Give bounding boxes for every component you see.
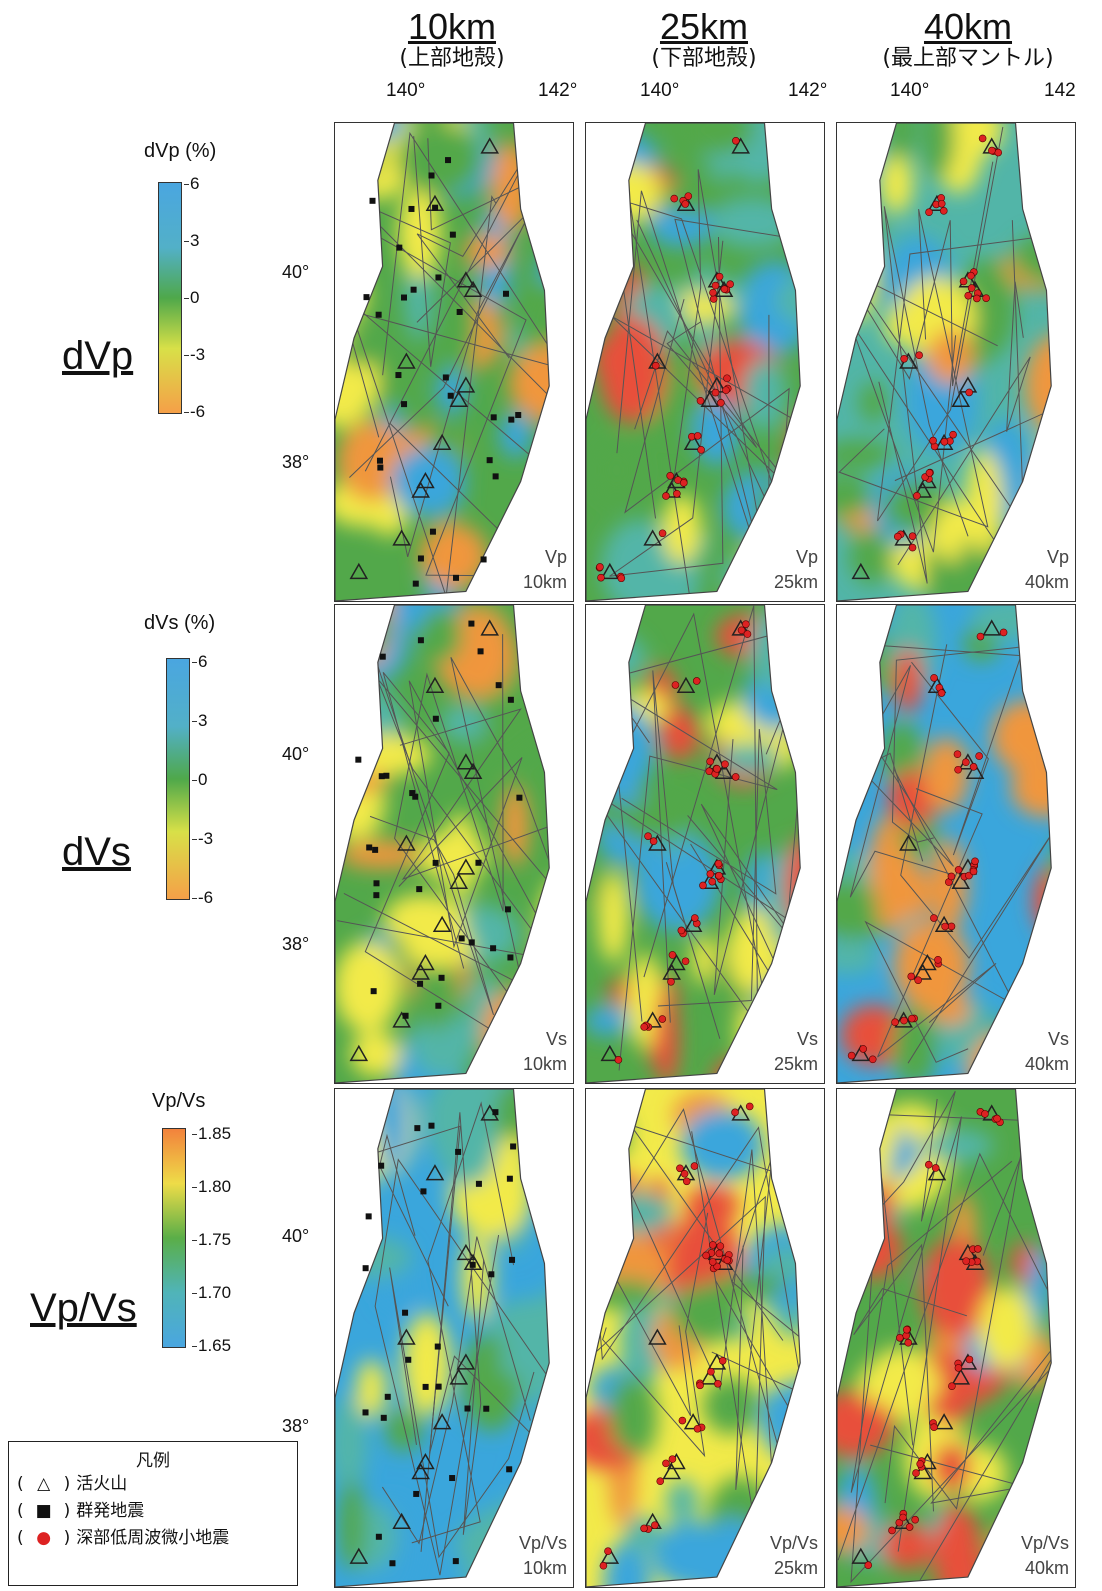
lon-label: 140° bbox=[640, 80, 680, 101]
map-image bbox=[335, 123, 550, 601]
colorbar-dvs bbox=[166, 658, 190, 900]
lon-label: 142 bbox=[1044, 80, 1076, 101]
legend-item-volcano: (△) 活火山 bbox=[9, 1471, 297, 1498]
legend-label: 群発地震 bbox=[76, 1501, 145, 1521]
panel-label: Vs 40km bbox=[1024, 1029, 1069, 1074]
colorbar-tick: -3 bbox=[183, 345, 206, 364]
colorbar-tick: 1.85 bbox=[191, 1124, 232, 1143]
panel-label: Vp 10km bbox=[522, 547, 567, 592]
colorbar-tick: 1.65 bbox=[191, 1336, 232, 1355]
layer-label: (下部地殻) bbox=[651, 46, 757, 71]
legend-item-swarm: (■) 群発地震 bbox=[9, 1498, 297, 1525]
legend-label: 活火山 bbox=[76, 1474, 128, 1494]
colorbar-tick: 1.70 bbox=[191, 1283, 232, 1302]
lat-label: 40° bbox=[282, 1226, 310, 1246]
layer-label: (上部地殻) bbox=[399, 46, 505, 71]
colorbar-tick: 3 bbox=[183, 231, 200, 250]
map-image bbox=[586, 605, 801, 1083]
row-label-vpvs: Vp/Vs bbox=[30, 1286, 137, 1330]
depth-label: 25km bbox=[659, 6, 749, 47]
column-title-10km: 10km (上部地殻) bbox=[352, 8, 552, 72]
colorbar-title-dvp: dVp (%) bbox=[144, 140, 217, 162]
legend-title: 凡例 bbox=[136, 1451, 170, 1471]
lon-label: 142° bbox=[788, 80, 828, 101]
panel-label: Vp 40km bbox=[1024, 547, 1069, 592]
lon-label: 140° bbox=[386, 80, 426, 101]
colorbar-title-dvs: dVs (%) bbox=[144, 612, 216, 634]
depth-label: 40km bbox=[923, 6, 1013, 47]
layer-label: (最上部マントル) bbox=[882, 46, 1054, 71]
colorbar-tick: 0 bbox=[183, 288, 200, 307]
red-circle-icon: ● bbox=[36, 1528, 52, 1548]
row-label-dvs: dVs bbox=[62, 830, 131, 874]
colorbar-vpvs bbox=[162, 1128, 186, 1348]
depth-label: 10km bbox=[407, 6, 497, 47]
column-title-25km: 25km (下部地殻) bbox=[604, 8, 804, 72]
map-image bbox=[837, 123, 1052, 601]
map-panel: Vp 25km bbox=[585, 122, 825, 602]
map-panel: Vs 25km bbox=[585, 604, 825, 1084]
colorbar-tick: 3 bbox=[191, 711, 208, 730]
legend-item-lfe: (●) 深部低周波微小地震 bbox=[9, 1525, 297, 1552]
colorbar-title-vpvs: Vp/Vs bbox=[152, 1090, 206, 1112]
lon-label: 142° bbox=[538, 80, 578, 101]
colorbar-tick: -3 bbox=[191, 829, 214, 848]
map-image bbox=[586, 123, 801, 601]
triangle-icon: △ bbox=[37, 1474, 51, 1494]
map-panel: Vp/Vs 10km bbox=[334, 1088, 574, 1588]
colorbar-tick: -6 bbox=[183, 402, 206, 421]
colorbar-dvp bbox=[158, 182, 182, 414]
colorbar-tick: 6 bbox=[183, 174, 200, 193]
panel-label: Vs 10km bbox=[522, 1029, 567, 1074]
lat-label: 40° bbox=[282, 744, 310, 764]
panel-label: Vp/Vs 40km bbox=[1020, 1533, 1069, 1578]
map-panel: Vp/Vs 25km bbox=[585, 1088, 825, 1588]
panel-label: Vs 25km bbox=[773, 1029, 818, 1074]
colorbar-tick: 6 bbox=[191, 652, 208, 671]
colorbar-tick: -6 bbox=[191, 888, 214, 907]
colorbar-tick: 1.80 bbox=[191, 1177, 232, 1196]
panel-label: Vp 25km bbox=[773, 547, 818, 592]
map-image bbox=[837, 605, 1052, 1083]
colorbar-tick: 0 bbox=[191, 770, 208, 789]
lon-label: 140° bbox=[890, 80, 930, 101]
panel-label: Vp/Vs 25km bbox=[769, 1533, 818, 1578]
map-image bbox=[335, 605, 550, 1083]
map-image bbox=[837, 1089, 1052, 1587]
map-panel: Vs 40km bbox=[836, 604, 1076, 1084]
map-image bbox=[586, 1089, 801, 1587]
colorbar-tick: 1.75 bbox=[191, 1230, 232, 1249]
column-title-40km: 40km (最上部マントル) bbox=[868, 8, 1068, 72]
map-panel: Vs 10km bbox=[334, 604, 574, 1084]
legend-label: 深部低周波微小地震 bbox=[76, 1528, 230, 1548]
legend: 凡例 (△) 活火山 (■) 群発地震 (●) 深部低周波微小地震 bbox=[8, 1441, 298, 1586]
map-image bbox=[335, 1089, 550, 1587]
lat-label: 38° bbox=[282, 452, 310, 472]
row-label-dvp: dVp bbox=[62, 334, 134, 378]
square-icon: ■ bbox=[35, 1501, 52, 1521]
lat-label: 38° bbox=[282, 934, 310, 954]
lat-label: 40° bbox=[282, 262, 310, 282]
map-panel: Vp 40km bbox=[836, 122, 1076, 602]
map-panel: Vp/Vs 40km bbox=[836, 1088, 1076, 1588]
map-panel: Vp 10km bbox=[334, 122, 574, 602]
lat-label: 38° bbox=[282, 1416, 310, 1436]
panel-label: Vp/Vs 10km bbox=[518, 1533, 567, 1578]
